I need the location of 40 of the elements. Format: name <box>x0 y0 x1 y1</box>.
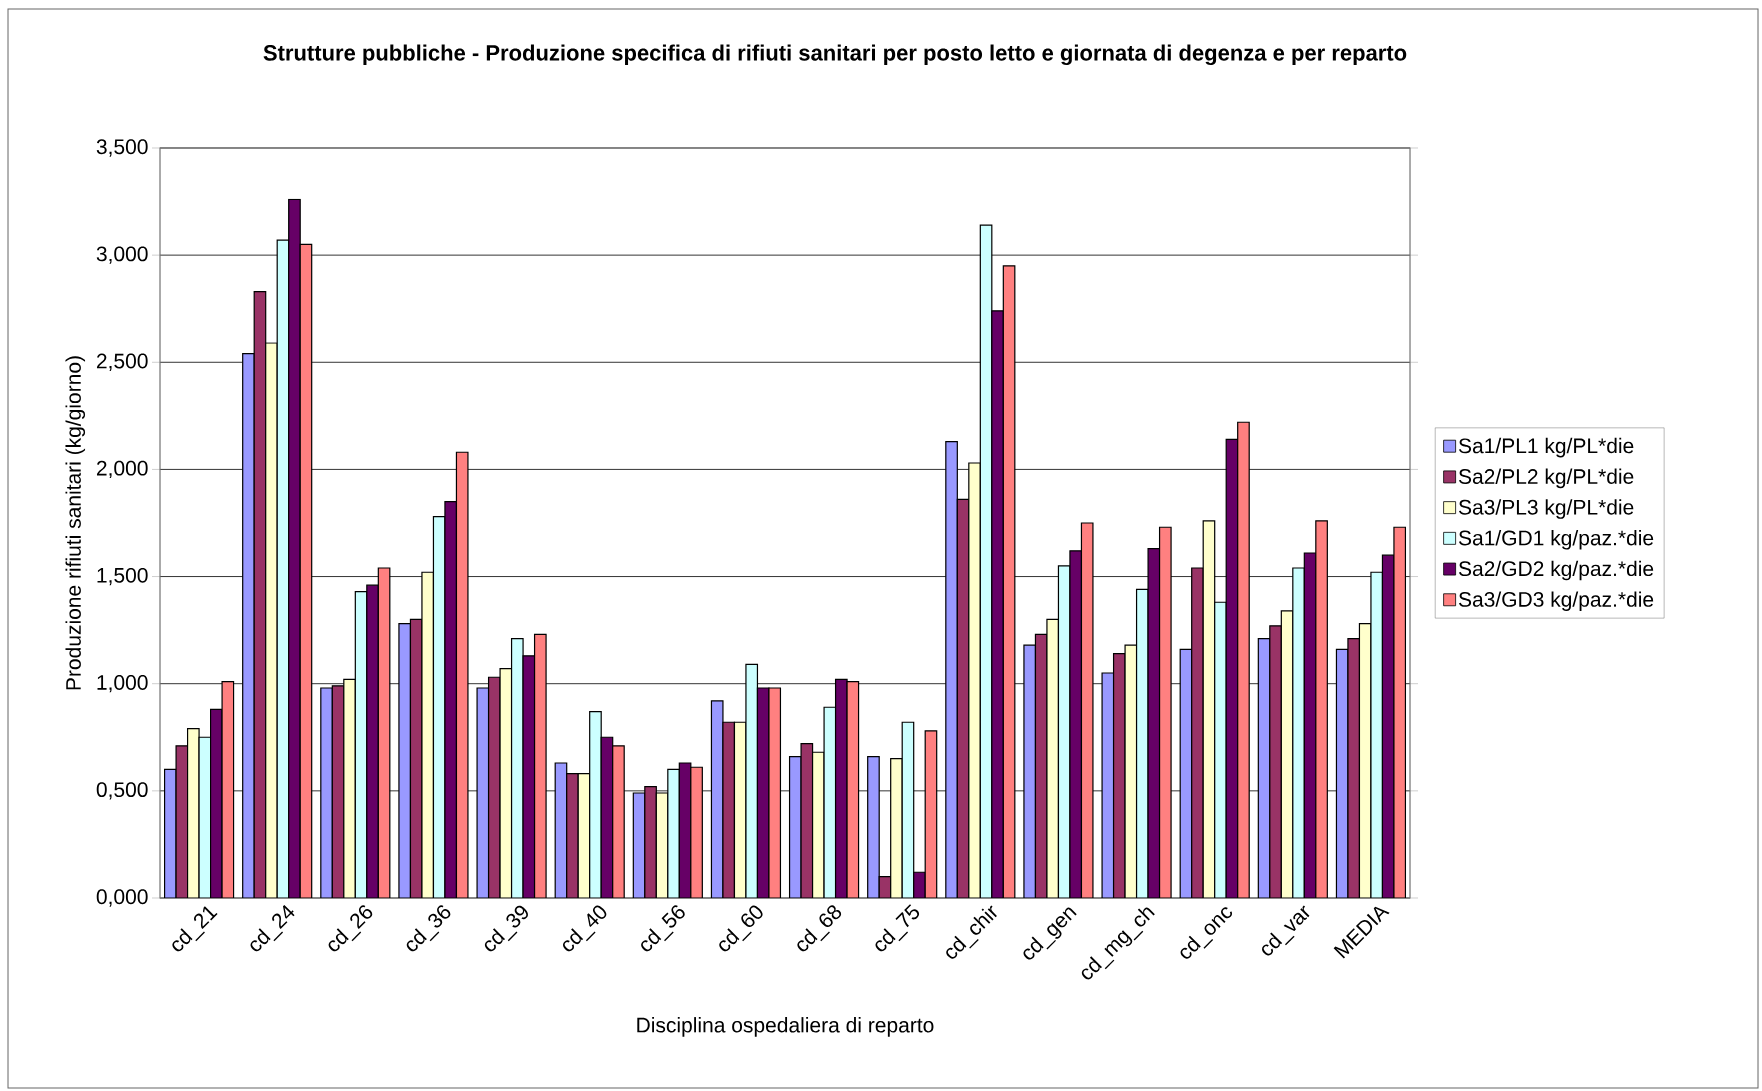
bar <box>612 745 625 898</box>
bar <box>265 342 278 898</box>
bar <box>566 773 579 898</box>
bar <box>644 785 657 898</box>
chart-title: Strutture pubbliche - Produzione specifica di rifiuti sanitari per posto letto e giornata di degenza e per reparto <box>263 44 1407 66</box>
bar <box>991 310 1004 898</box>
bar <box>890 758 903 898</box>
legend-label: Sa1/PL1 kg/PL*die <box>1458 437 1634 458</box>
y-tick-label: 1,000 <box>97 675 148 693</box>
y-tick-label: 0,500 <box>96 782 148 800</box>
y-tick-label: 2,000 <box>96 460 148 479</box>
bar <box>1292 567 1305 898</box>
legend-label: Sa3/GD3 kg/paz.*die <box>1458 591 1654 611</box>
bar <box>1214 601 1227 898</box>
bar <box>288 198 301 898</box>
bar <box>242 353 255 898</box>
y-tick-label: 3,000 <box>96 246 148 264</box>
bar <box>1269 625 1282 898</box>
bar <box>867 755 880 898</box>
bar <box>667 768 680 898</box>
y-tick-label: 1,500 <box>97 567 148 586</box>
bar <box>366 584 379 898</box>
x-axis-title: Disciplina ospedaliera di reparto <box>637 1017 934 1037</box>
bar <box>320 687 333 898</box>
bar <box>690 766 703 898</box>
y-tick-label: 0,000 <box>96 889 148 907</box>
legend-label: Sa3/PL3 kg/PL*die <box>1458 499 1634 519</box>
y-tick-label: 3,500 <box>96 139 148 157</box>
bar <box>1315 520 1328 898</box>
legend-label: Sa2/PL2 kg/PL*die <box>1458 468 1634 489</box>
legend-label: Sa1/GD1 kg/paz.*die <box>1458 529 1654 550</box>
bar <box>343 678 356 898</box>
bar <box>1191 567 1204 898</box>
bar <box>589 710 602 898</box>
y-tick-label: 2,500 <box>96 353 148 371</box>
bar <box>1237 421 1250 898</box>
bar <box>968 462 981 898</box>
legend-label: Sa2/GD2 kg/paz.*die <box>1458 560 1654 581</box>
bar <box>945 440 958 898</box>
y-axis-title: Produzione rifiuti sanitari (kg/giorno) <box>65 356 86 690</box>
